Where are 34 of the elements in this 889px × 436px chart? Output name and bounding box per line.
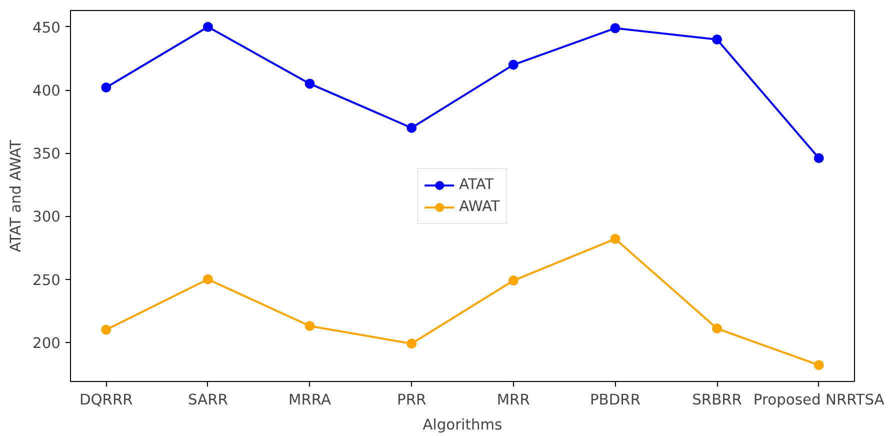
x-tick-label: DQRRR [79,392,133,408]
x-tick-label: SARR [188,392,228,408]
point [101,82,112,92]
point [712,324,722,334]
point [610,234,620,244]
point [712,34,722,45]
point [610,23,620,34]
y-tick-label: 200 [32,334,61,352]
point [101,324,112,335]
y-axis-title: ATAT and AWAT [8,140,25,252]
point [508,276,518,286]
y-tick-label: 400 [32,82,61,100]
x-tick-label: MRRA [288,392,332,408]
point [304,320,315,331]
point [814,360,824,370]
point [202,22,213,32]
x-tick-label: PRR [396,392,426,408]
y-tick-label: 300 [32,208,61,226]
y-tick-label: 250 [32,272,61,289]
point [406,122,417,133]
x-tick-label: SRBRR [692,392,742,408]
x-tick-label: MRR [496,392,530,408]
point [406,338,417,349]
point [304,78,315,89]
point [202,274,213,284]
legend-label: AWAT [459,198,500,215]
y-tick-label: 450 [32,19,61,36]
x-tick-label: Proposed NRRTSA [753,392,884,408]
point [814,153,824,164]
legend-label: ATAT [459,176,494,193]
point [508,60,518,70]
x-tick-label: PBDRR [590,392,640,408]
x-axis-title: Algorithms [422,416,502,434]
y-tick-label: 350 [32,146,61,163]
